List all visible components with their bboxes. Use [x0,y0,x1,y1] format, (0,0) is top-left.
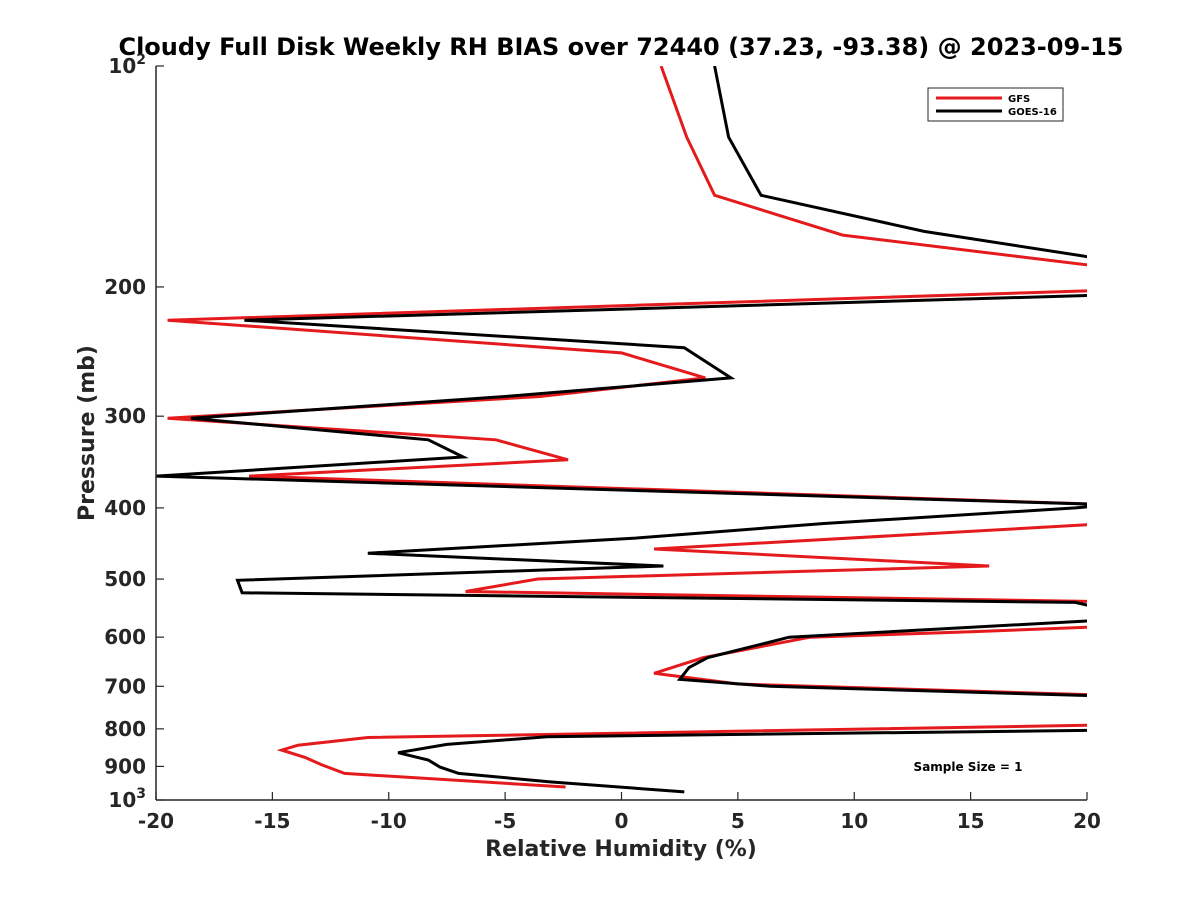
chart-title: Cloudy Full Disk Weekly RH BIAS over 724… [118,33,1123,61]
legend: GFS GOES-16 [927,87,1064,122]
y-tick-label: 102 [108,52,146,78]
y-tick-label: 800 [104,717,146,741]
y-ticks: 102 200 300 400 500 600 700 800 900 103 [104,52,164,812]
y-tick-label: 500 [104,567,146,591]
x-ticks: -20 -15 -10 -5 0 5 10 15 20 [138,792,1101,833]
series-line-goes16 [156,66,1087,794]
x-axis-label: Relative Humidity (%) [485,837,757,862]
y-tick-label: 200 [104,275,146,299]
x-tick-label: 0 [615,809,629,833]
legend-label-goes16: GOES-16 [1008,107,1057,118]
x-tick-label: -20 [138,809,174,833]
y-tick-label: 600 [104,625,146,649]
series-layer [156,66,1087,794]
y-axis-label: Pressure (mb) [75,345,100,521]
legend-label-gfs: GFS [1008,94,1030,105]
y-tick-label: 700 [104,674,146,698]
y-tick-label: 400 [104,496,146,520]
x-tick-label: -15 [254,809,290,833]
sample-size-annotation: Sample Size = 1 [914,760,1023,774]
y-tick-label: 900 [104,754,146,778]
x-tick-label: 20 [1073,809,1101,833]
series-line-gfs [167,66,1087,789]
legend-box [927,87,1064,122]
y-tick-label: 300 [104,404,146,428]
y-tick-label: 103 [108,786,146,812]
x-tick-label: -5 [494,809,516,833]
x-tick-label: -10 [371,809,407,833]
x-tick-label: 5 [731,809,745,833]
x-tick-label: 10 [840,809,868,833]
x-tick-label: 15 [957,809,985,833]
